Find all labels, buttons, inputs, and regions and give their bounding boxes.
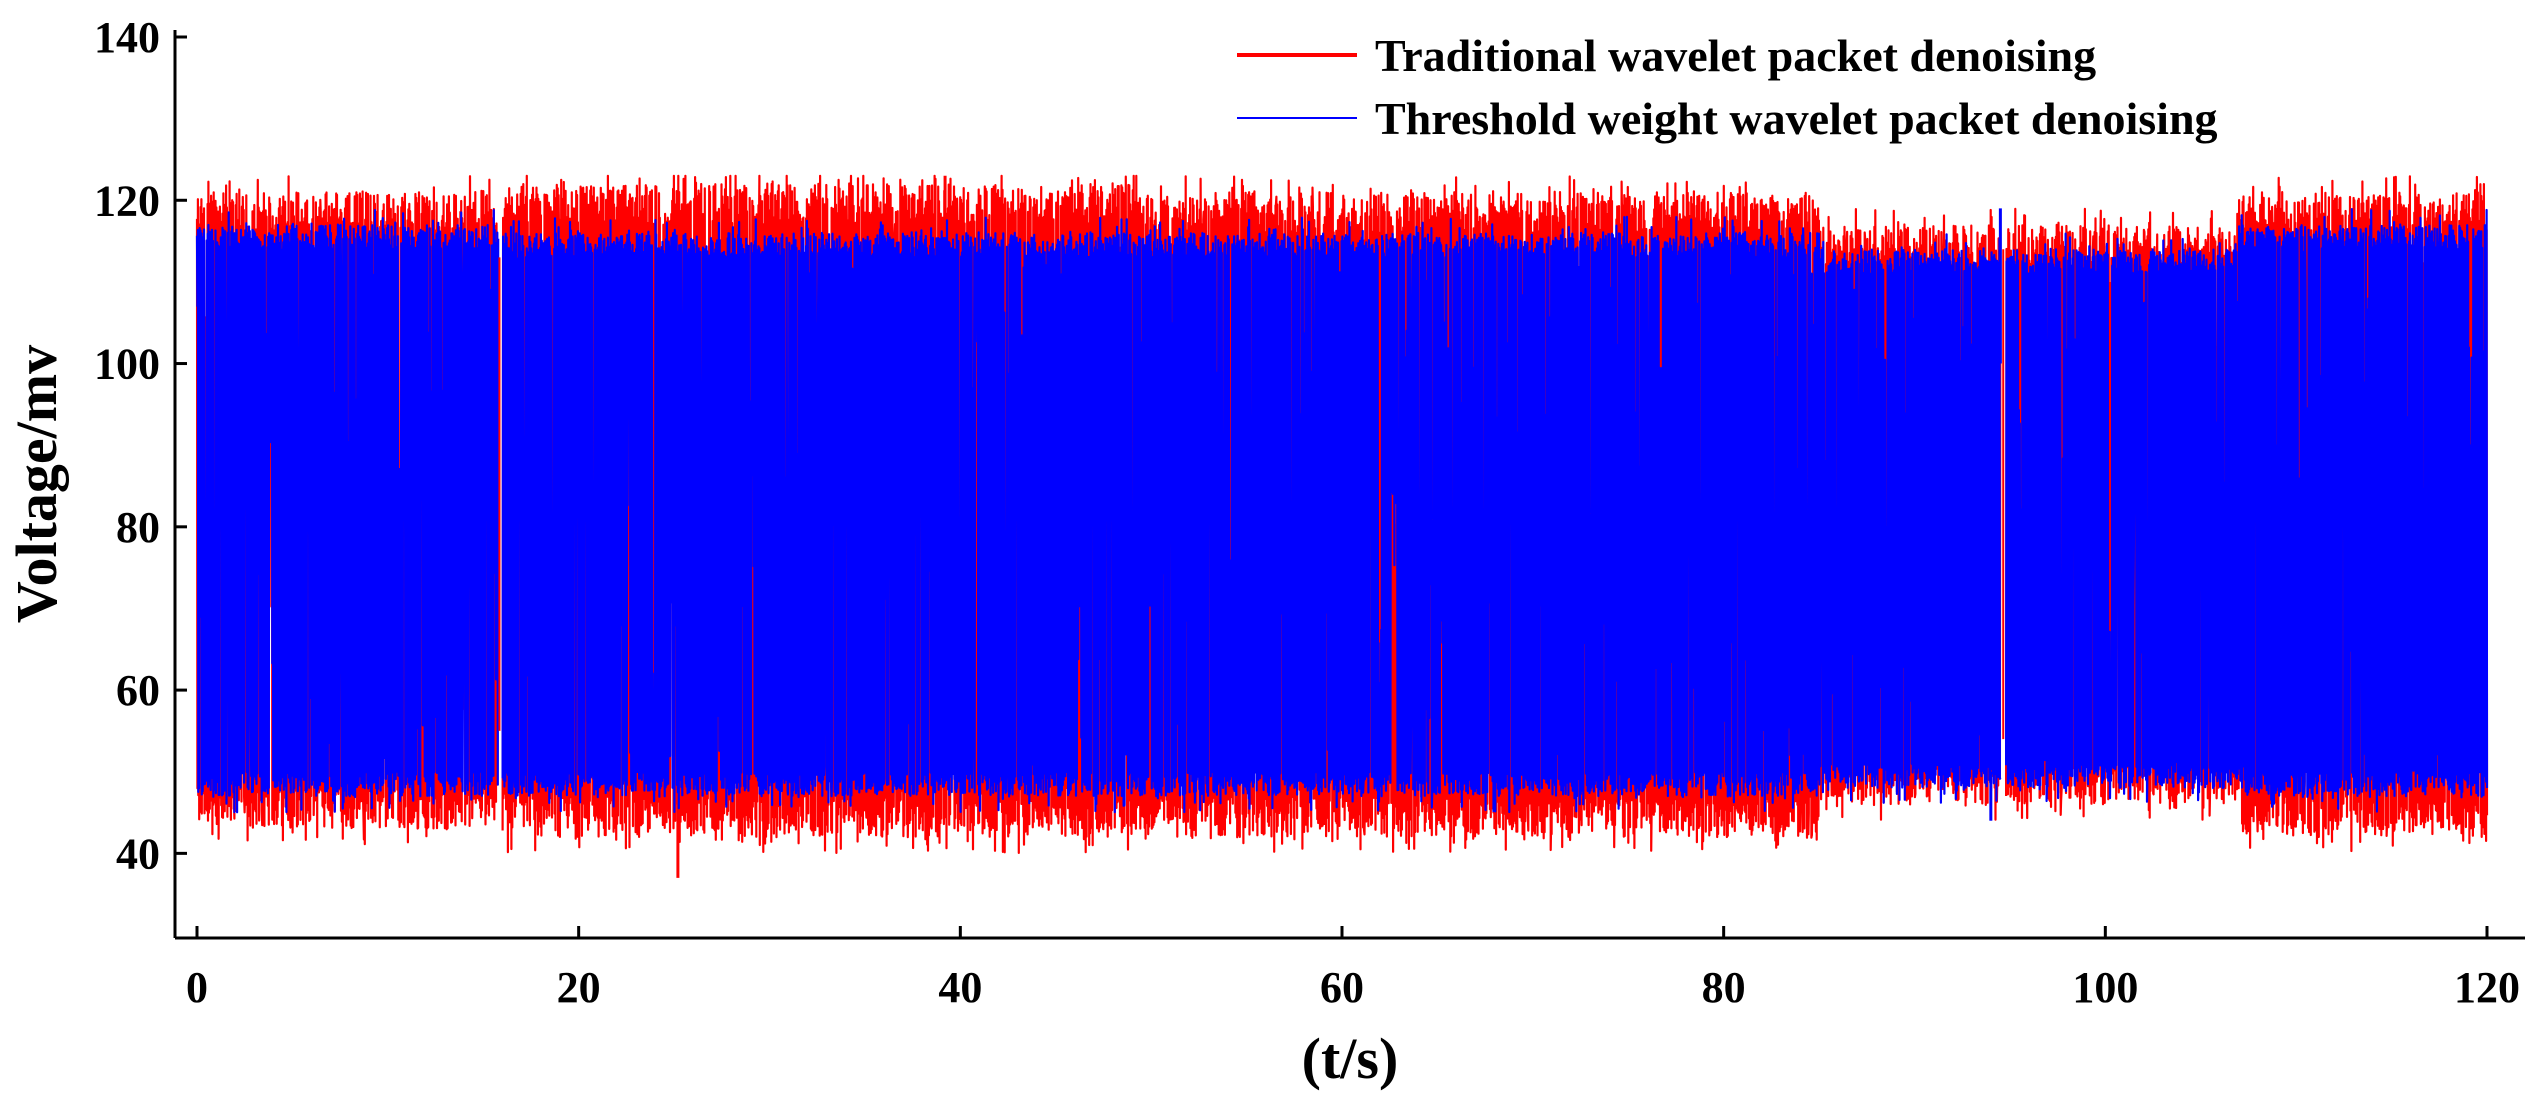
y-ticks: 40 60 80 100 120 140 — [94, 13, 187, 878]
x-tick-label-120: 120 — [2454, 963, 2520, 1012]
y-tick-label-40: 40 — [116, 829, 160, 878]
x-tick-label-100: 100 — [2072, 963, 2138, 1012]
series-threshold-weight — [195, 208, 2489, 821]
y-tick-label-120: 120 — [94, 176, 160, 225]
legend-label-threshold-weight: Threshold weight wavelet packet denoisin… — [1375, 93, 2218, 144]
y-axis-label: Voltage/mv — [4, 345, 69, 623]
y-tick-label-80: 80 — [116, 503, 160, 552]
y-tick-label-100: 100 — [94, 340, 160, 389]
x-tick-label-60: 60 — [1320, 963, 1364, 1012]
x-ticks: 0 20 40 60 80 100 120 — [186, 926, 2520, 1012]
x-axis-label: (t/s) — [1302, 1026, 1399, 1091]
x-tick-label-20: 20 — [557, 963, 601, 1012]
x-tick-label-40: 40 — [938, 963, 982, 1012]
series-layer — [195, 174, 2489, 878]
y-tick-label-60: 60 — [116, 666, 160, 715]
axes-layer — [173, 30, 2525, 940]
legend-label-traditional: Traditional wavelet packet denoising — [1375, 30, 2096, 81]
legend: Traditional wavelet packet denoising Thr… — [1237, 30, 2218, 144]
y-tick-label-140: 140 — [94, 13, 160, 62]
x-tick-label-80: 80 — [1702, 963, 1746, 1012]
series-line-1 — [195, 208, 2489, 814]
x-tick-label-0: 0 — [186, 963, 208, 1012]
gap-transitions — [498, 249, 2005, 740]
